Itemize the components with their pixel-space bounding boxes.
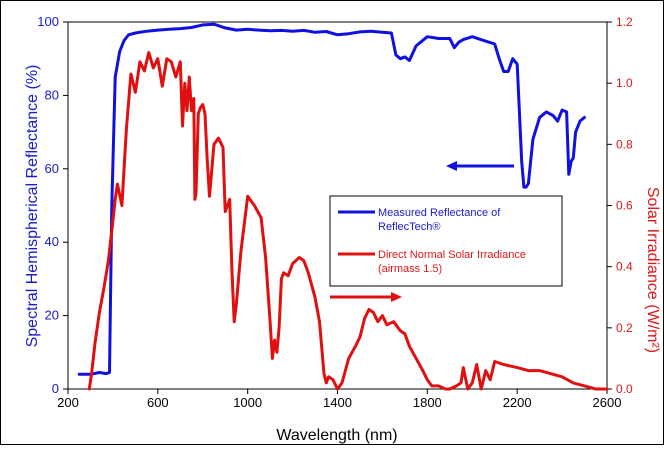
reflectance-series-line: [77, 22, 586, 376]
right-tick-label: 0.0: [616, 382, 633, 396]
right-tick-label: 1.2: [616, 15, 633, 29]
x-tick-label: 2200: [503, 395, 532, 410]
irradiance-series-line: [87, 51, 609, 391]
series-layer: [77, 22, 609, 391]
arrow-left-annotation: [446, 161, 514, 171]
legend-label-irradiance: Direct Normal Solar Irradiance (airmass 1…: [378, 249, 526, 275]
arrow-right-annotation: [330, 292, 402, 302]
right-axis-ticks: 0.0 0.2 0.4 0.6 0.8 1.0 1.2: [607, 15, 633, 396]
legend: Measured Reflectance of ReflecTech® Direc…: [329, 195, 563, 287]
arrow-head: [391, 292, 402, 302]
left-axis-ticks: 0 20 40 60 80 100: [37, 14, 68, 396]
left-tick-label: 40: [45, 234, 59, 249]
left-tick-label: 0: [52, 381, 59, 396]
left-tick-label: 20: [45, 308, 59, 323]
left-tick-label: 60: [45, 161, 59, 176]
left-axis-title: Spectral Hemispherical Reflectance (%): [24, 65, 41, 348]
right-tick-label: 0.8: [616, 137, 633, 151]
x-axis-title: Wavelength (nm): [276, 427, 397, 444]
x-tick-label: 2600: [593, 395, 622, 410]
arrow-head: [446, 161, 457, 171]
x-tick-label: 1800: [413, 395, 442, 410]
legend-label-reflectance: Measured Reflectance of ReflecTech®: [378, 207, 501, 233]
left-tick-label: 100: [37, 14, 59, 29]
right-axis-title: Solar Irradiance (W/m²): [644, 187, 661, 353]
right-tick-label: 0.2: [616, 321, 633, 335]
x-tick-label: 200: [57, 395, 79, 410]
x-axis-ticks: 200 600 1000 1400 1800 2200 2600: [57, 389, 621, 410]
right-tick-label: 0.6: [616, 199, 633, 213]
left-tick-label: 80: [45, 87, 59, 102]
x-tick-label: 600: [147, 395, 169, 410]
right-tick-label: 1.0: [616, 76, 633, 90]
annotation-layer: [330, 161, 514, 302]
x-tick-label: 1400: [323, 395, 352, 410]
right-tick-label: 0.4: [616, 260, 633, 274]
x-tick-label: 1000: [233, 395, 262, 410]
